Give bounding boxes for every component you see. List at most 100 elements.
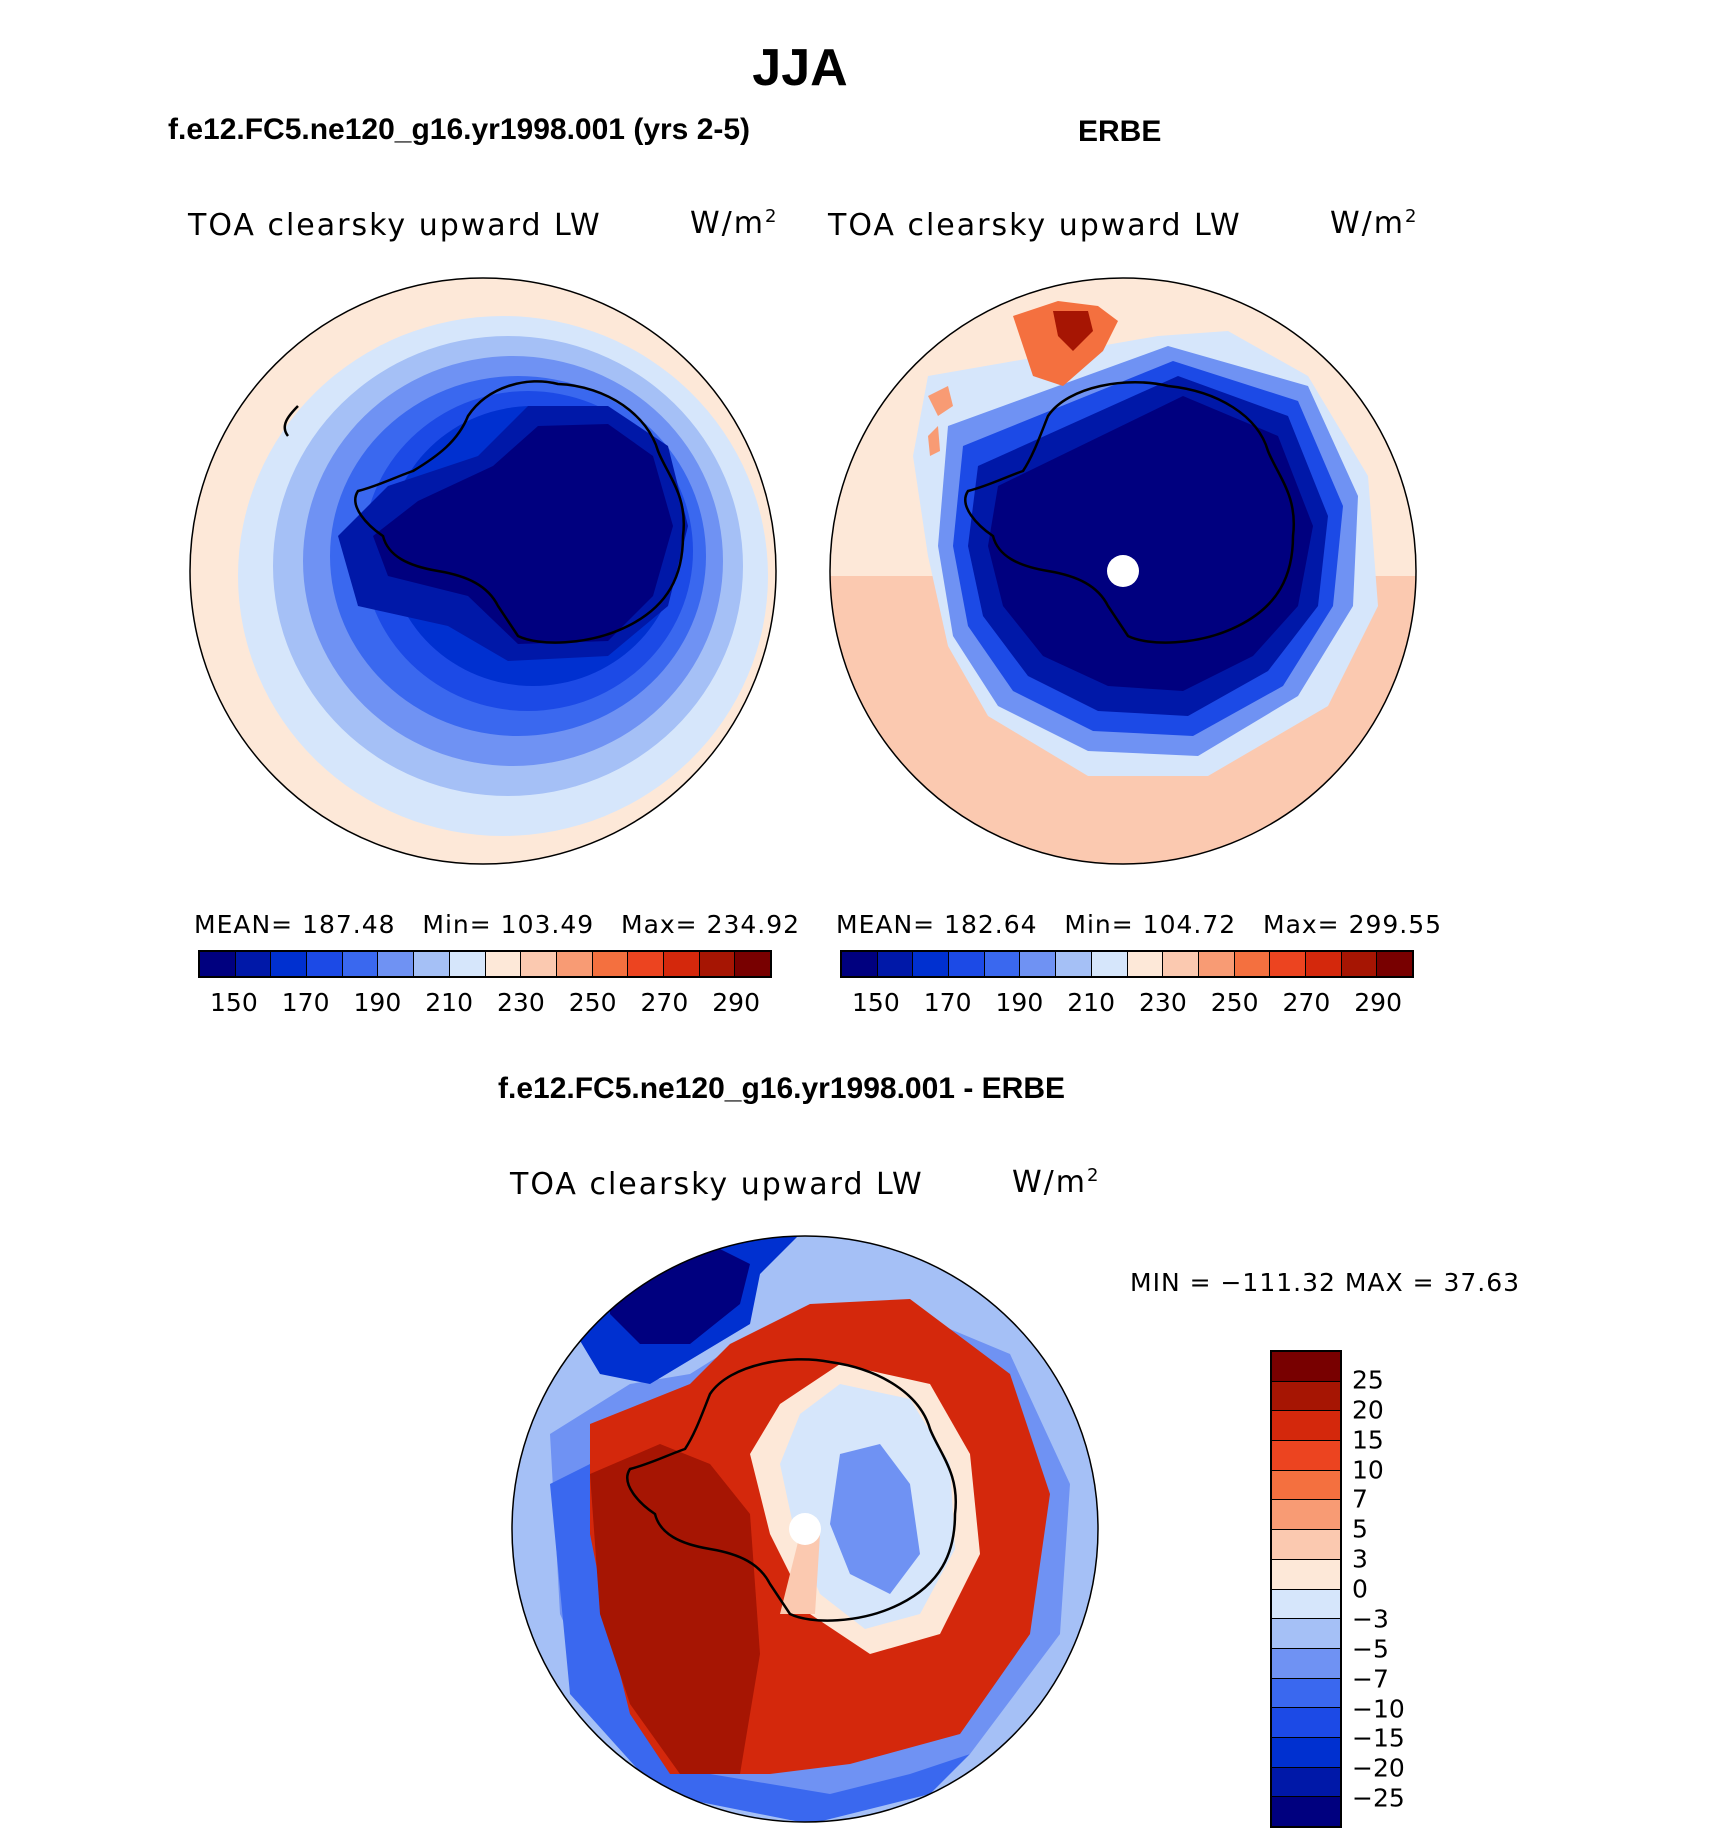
colorbar-swatch xyxy=(1272,1708,1340,1738)
colorbar-swatch xyxy=(1270,952,1306,976)
model-polar-map xyxy=(189,277,777,865)
colorbar-swatch xyxy=(1272,1648,1340,1679)
colorbar-swatch xyxy=(200,952,236,976)
colorbar-swatch xyxy=(877,952,914,976)
colorbar-swatch xyxy=(1091,952,1128,976)
colorbar-swatch xyxy=(1272,1678,1340,1709)
obs-panel-title: ERBE xyxy=(1078,115,1162,148)
colorbar-swatch xyxy=(1056,952,1092,976)
figure-title: JJA xyxy=(752,39,848,97)
obs-units-label: W/m2 xyxy=(1330,206,1419,241)
obs-colorbar xyxy=(840,950,1414,978)
colorbar-swatch xyxy=(663,952,700,976)
colorbar-tick-label: 230 xyxy=(497,988,545,1017)
colorbar-tick-label: 20 xyxy=(1352,1395,1384,1425)
colorbar-tick-label: 170 xyxy=(281,988,330,1017)
diff-units-label: W/m2 xyxy=(1012,1165,1101,1200)
colorbar-swatch xyxy=(521,952,557,976)
diff-minmax: MIN = −111.32 MAX = 37.63 xyxy=(1130,1268,1521,1297)
obs-stats: MEAN= 182.64 Min= 104.72 Max= 299.55 xyxy=(836,910,1443,939)
colorbar-swatch xyxy=(271,952,308,976)
colorbar-swatch xyxy=(1272,1559,1340,1590)
colorbar-swatch xyxy=(414,952,450,976)
colorbar-swatch xyxy=(1163,952,1199,976)
colorbar-swatch xyxy=(378,952,415,976)
colorbar-tick-label: 170 xyxy=(923,988,972,1017)
colorbar-swatch xyxy=(307,952,343,976)
colorbar-swatch xyxy=(1272,1589,1340,1620)
colorbar-swatch xyxy=(1272,1411,1340,1442)
colorbar-tick-label: 250 xyxy=(1210,988,1259,1017)
colorbar-swatch xyxy=(1272,1737,1340,1768)
model-stats: MEAN= 187.48 Min= 103.49 Max= 234.92 xyxy=(194,910,801,939)
colorbar-tick-label: 7 xyxy=(1352,1484,1368,1514)
model-colorbar xyxy=(198,950,772,978)
colorbar-tick-label: 3 xyxy=(1352,1544,1368,1574)
colorbar-tick-label: 210 xyxy=(1067,988,1115,1017)
colorbar-tick-label: −25 xyxy=(1352,1783,1405,1813)
colorbar-swatch xyxy=(1272,1470,1340,1501)
colorbar-swatch xyxy=(1272,1381,1340,1412)
colorbar-swatch xyxy=(1341,952,1378,976)
colorbar-swatch xyxy=(699,952,736,976)
diff-polar-map xyxy=(511,1235,1099,1823)
colorbar-swatch xyxy=(1272,1530,1340,1560)
diff-colorbar-ticks: 25 20 15 10 7 5 3 0 −3 −5 −7 −10 −15 −20 −25 xyxy=(1352,1350,1442,1828)
colorbar-tick-label: 150 xyxy=(210,988,258,1017)
colorbar-swatch xyxy=(1020,952,1057,976)
model-panel-title: f.e12.FC5.ne120_g16.yr1998.001 (yrs 2-5) xyxy=(168,113,751,146)
colorbar-swatch xyxy=(735,952,770,976)
colorbar-tick-label: −20 xyxy=(1352,1753,1405,1783)
colorbar-tick-label: 190 xyxy=(353,988,402,1017)
colorbar-swatch xyxy=(628,952,664,976)
obs-colorbar-ticks: 150 170 190 210 230 250 270 290 xyxy=(840,988,1414,1024)
colorbar-tick-label: 0 xyxy=(1352,1574,1368,1604)
colorbar-swatch xyxy=(1272,1767,1340,1798)
colorbar-swatch xyxy=(1272,1352,1340,1382)
colorbar-tick-label: −15 xyxy=(1352,1723,1405,1753)
colorbar-tick-label: 270 xyxy=(1282,988,1331,1017)
diff-variable-label: TOA clearsky upward LW xyxy=(510,1167,924,1202)
colorbar-swatch xyxy=(842,952,878,976)
colorbar-swatch xyxy=(913,952,950,976)
colorbar-swatch xyxy=(1272,1619,1340,1649)
colorbar-swatch xyxy=(485,952,522,976)
colorbar-tick-label: −5 xyxy=(1352,1634,1389,1664)
colorbar-swatch xyxy=(342,952,379,976)
colorbar-swatch xyxy=(1377,952,1412,976)
colorbar-swatch xyxy=(235,952,272,976)
model-variable-label: TOA clearsky upward LW xyxy=(188,208,602,243)
colorbar-swatch xyxy=(592,952,629,976)
colorbar-swatch xyxy=(1272,1441,1340,1471)
colorbar-tick-label: 230 xyxy=(1139,988,1187,1017)
colorbar-swatch xyxy=(949,952,985,976)
obs-polar-map xyxy=(829,277,1417,865)
colorbar-swatch xyxy=(556,952,593,976)
colorbar-swatch xyxy=(1305,952,1342,976)
model-colorbar-ticks: 150 170 190 210 230 250 270 290 xyxy=(198,988,772,1024)
colorbar-tick-label: 150 xyxy=(852,988,900,1017)
colorbar-tick-label: 270 xyxy=(640,988,689,1017)
colorbar-swatch xyxy=(1198,952,1235,976)
colorbar-swatch xyxy=(1234,952,1271,976)
model-units-label: W/m2 xyxy=(690,206,779,241)
colorbar-tick-label: 25 xyxy=(1352,1365,1384,1395)
colorbar-tick-label: 190 xyxy=(995,988,1044,1017)
colorbar-tick-label: 210 xyxy=(425,988,473,1017)
colorbar-swatch xyxy=(1127,952,1164,976)
colorbar-tick-label: 290 xyxy=(712,988,760,1017)
diff-panel-title: f.e12.FC5.ne120_g16.yr1998.001 - ERBE xyxy=(498,1072,1065,1105)
colorbar-swatch xyxy=(1272,1500,1340,1531)
colorbar-swatch xyxy=(984,952,1021,976)
colorbar-swatch xyxy=(1272,1797,1340,1826)
diff-colorbar xyxy=(1270,1350,1342,1828)
colorbar-tick-label: −3 xyxy=(1352,1604,1389,1634)
colorbar-tick-label: −10 xyxy=(1352,1694,1405,1723)
colorbar-tick-label: 10 xyxy=(1352,1455,1384,1484)
colorbar-tick-label: 15 xyxy=(1352,1425,1384,1455)
colorbar-tick-label: 290 xyxy=(1354,988,1402,1017)
colorbar-tick-label: −7 xyxy=(1352,1664,1389,1694)
colorbar-tick-label: 5 xyxy=(1352,1514,1368,1544)
colorbar-tick-label: 250 xyxy=(568,988,617,1017)
obs-variable-label: TOA clearsky upward LW xyxy=(828,208,1242,243)
